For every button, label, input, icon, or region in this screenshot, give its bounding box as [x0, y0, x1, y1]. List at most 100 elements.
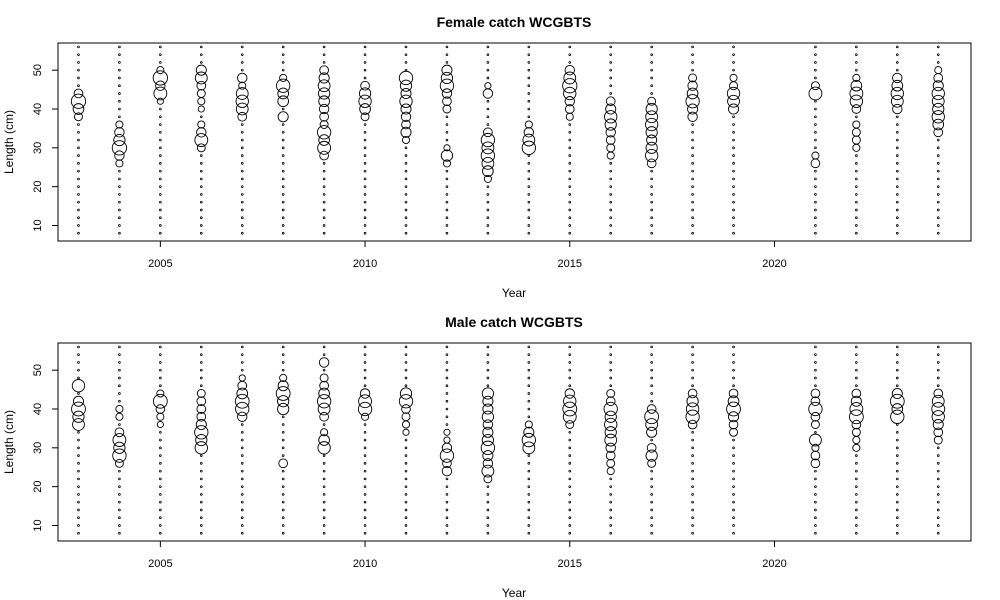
bubble-point — [196, 80, 207, 91]
bubble-point — [401, 412, 411, 422]
bubble-point — [118, 53, 121, 56]
bubble-point — [281, 162, 285, 165]
bubble-point — [322, 477, 326, 481]
bubble-point — [240, 146, 244, 150]
bubble-point — [399, 79, 413, 92]
bubble-point — [931, 86, 945, 101]
bubble-point — [527, 216, 531, 220]
bubble-point — [235, 87, 249, 100]
bubble-point — [240, 193, 244, 196]
bubble-point — [609, 500, 613, 504]
bubble-point — [77, 454, 80, 457]
bubble-point — [159, 469, 162, 473]
bubble-point — [156, 389, 165, 398]
bubble-point — [240, 531, 244, 535]
bubble-point — [73, 88, 84, 99]
bubble-point — [568, 185, 572, 188]
bubble-point — [814, 384, 817, 388]
bubble-point — [199, 53, 203, 56]
bubble-point — [159, 107, 162, 111]
bubble-point — [650, 169, 653, 173]
bubble-point — [445, 193, 449, 196]
bubble-point — [281, 446, 285, 450]
bubble-point — [855, 361, 858, 364]
bubble-point — [896, 438, 899, 442]
bubble-point — [527, 345, 531, 349]
bubble-point — [896, 200, 899, 204]
bubble-point — [486, 107, 490, 111]
bubble-point — [686, 395, 699, 408]
bubble-point — [278, 458, 289, 469]
bubble-point — [480, 440, 496, 455]
bubble-point — [322, 516, 326, 520]
bubble-point — [318, 434, 330, 446]
bubble-point — [118, 115, 121, 119]
bubble-point — [896, 169, 899, 173]
bubble-point — [732, 376, 735, 380]
bubble-point — [891, 79, 904, 92]
bubble-point — [814, 115, 817, 119]
bubble-point — [691, 53, 694, 56]
bubble-point — [691, 185, 694, 188]
bubble-point — [527, 477, 531, 481]
bubble-point — [199, 169, 203, 173]
bubble-point — [236, 387, 249, 400]
bubble-point — [890, 94, 904, 108]
bubble-point — [159, 345, 162, 349]
bubble-point — [118, 485, 121, 488]
bubble-point — [486, 368, 490, 372]
bubble-point — [691, 169, 694, 173]
bubble-point — [363, 208, 367, 212]
bubble-point — [691, 469, 694, 473]
bubble-point — [565, 112, 574, 121]
bubble-point — [322, 162, 326, 165]
bubble-point — [404, 454, 408, 457]
bubble-point — [240, 185, 244, 188]
bubble-point — [72, 103, 85, 115]
bubble-point — [936, 384, 940, 388]
bubble-point — [240, 438, 244, 442]
bubble-point — [691, 493, 694, 496]
bubble-point — [691, 177, 694, 181]
bubble-point — [650, 345, 653, 349]
bubble-point — [281, 200, 285, 204]
bubble-point — [645, 449, 658, 462]
bubble-point — [199, 368, 203, 372]
bubble-point — [482, 450, 494, 462]
bubble-point — [322, 423, 326, 426]
bubble-point — [118, 84, 121, 88]
bubble-point — [400, 103, 412, 115]
bubble-point — [896, 376, 899, 380]
bubble-point — [936, 524, 940, 527]
bubble-point — [159, 138, 162, 142]
bubble-point — [568, 138, 572, 142]
bubble-point — [443, 144, 451, 152]
bubble-point — [691, 224, 694, 227]
bubble-point — [609, 84, 613, 88]
bubble-point — [814, 99, 817, 103]
bubble-point — [814, 177, 817, 181]
bubble-point — [568, 384, 572, 388]
bubble-point — [568, 516, 572, 520]
bubble-point — [115, 412, 124, 421]
bubble-point — [645, 126, 658, 139]
bubble-point — [650, 231, 653, 235]
bubble-point — [691, 130, 694, 134]
bubble-point — [527, 208, 531, 212]
bubble-point — [855, 500, 858, 504]
bubble-point — [199, 200, 203, 204]
bubble-point — [400, 111, 412, 122]
bubble-point — [240, 169, 244, 173]
bubble-point — [606, 389, 616, 398]
bubble-point — [77, 469, 80, 473]
bubble-point — [159, 485, 162, 488]
bubble-point — [240, 123, 244, 126]
bubble-point — [159, 353, 162, 356]
bubble-point — [240, 516, 244, 520]
bubble-point — [159, 376, 162, 380]
bubble-point — [77, 138, 80, 142]
bubble-point — [199, 524, 203, 527]
bubble-point — [281, 516, 285, 520]
bubble-point — [521, 140, 536, 155]
bubble-point — [445, 516, 449, 520]
